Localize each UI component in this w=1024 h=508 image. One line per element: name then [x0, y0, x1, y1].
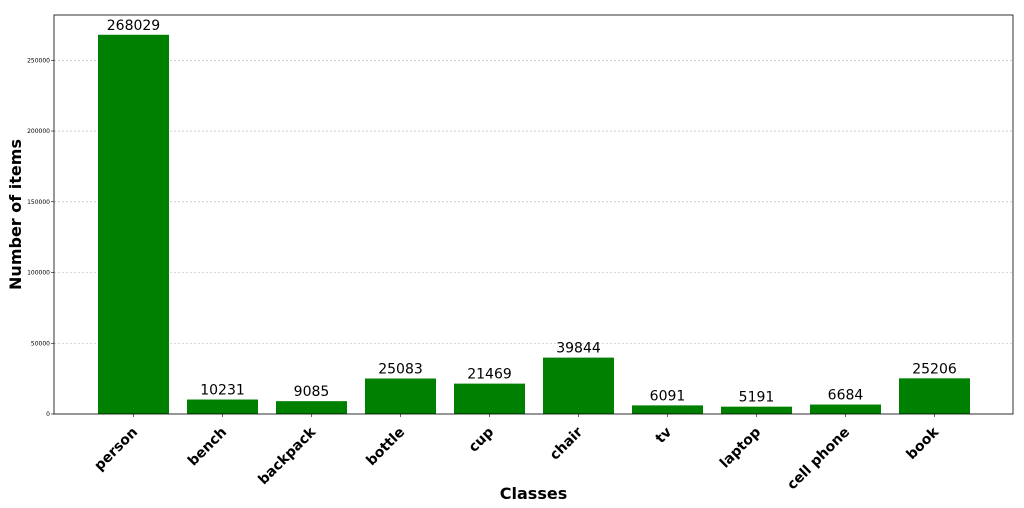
bar-book: [899, 378, 970, 414]
bar-cup: [454, 383, 525, 414]
x-tick-label: tv: [653, 424, 676, 447]
bar-backpack: [276, 401, 347, 414]
bar-value-label: 25206: [912, 361, 957, 377]
y-tick-label: 250000: [27, 57, 50, 64]
bar-value-label: 6091: [650, 388, 686, 404]
y-tick-label: 100000: [27, 270, 50, 277]
bars: [98, 34, 970, 414]
y-tick-label: 150000: [27, 199, 50, 206]
bar-person: [98, 34, 169, 414]
bar-laptop: [721, 406, 792, 414]
bar-value-label: 5191: [739, 390, 775, 406]
bar-value-label: 268029: [107, 18, 160, 34]
x-tick-label: book: [904, 424, 943, 463]
x-tick-label: chair: [547, 424, 586, 463]
bar-cell-phone: [810, 404, 881, 414]
bar-value-label: 21469: [467, 367, 512, 383]
value-labels: 268029 10231 9085 25083 21469 39844 6091 5191 66…: [107, 18, 957, 406]
bar-value-label: 39844: [556, 341, 601, 357]
y-tick-label: 50000: [31, 340, 50, 347]
y-tick-label: 0: [46, 411, 50, 418]
x-axis-title: Classes: [500, 484, 567, 503]
bar-value-label: 25083: [378, 362, 423, 378]
x-tick-label: person: [91, 424, 141, 474]
y-tick-label: 200000: [27, 128, 50, 135]
x-tick-label: laptop: [717, 424, 764, 471]
bar-tv: [632, 405, 703, 414]
bar-bottle: [365, 378, 436, 414]
x-tick-label: bench: [185, 424, 230, 469]
bar-value-label: 10231: [200, 383, 245, 399]
bar-bench: [187, 399, 258, 414]
grid-lines: [54, 59, 1013, 415]
x-tick-label: bottle: [363, 424, 408, 469]
y-axis-title: Number of items: [6, 139, 25, 290]
x-tick-label: backpack: [255, 424, 319, 488]
x-tick-label: cup: [466, 424, 497, 455]
plot-frame: [53, 14, 1014, 415]
y-axis-ticks: 0 50000 100000 150000 200000 250000: [27, 57, 54, 418]
x-axis-ticks: person bench backpack bottle cup chair tv lapto…: [91, 414, 943, 493]
bar-chair: [543, 357, 614, 414]
bar-value-label: 6684: [828, 388, 864, 404]
bar-value-label: 9085: [294, 384, 330, 400]
x-tick-label: cell phone: [784, 424, 853, 493]
